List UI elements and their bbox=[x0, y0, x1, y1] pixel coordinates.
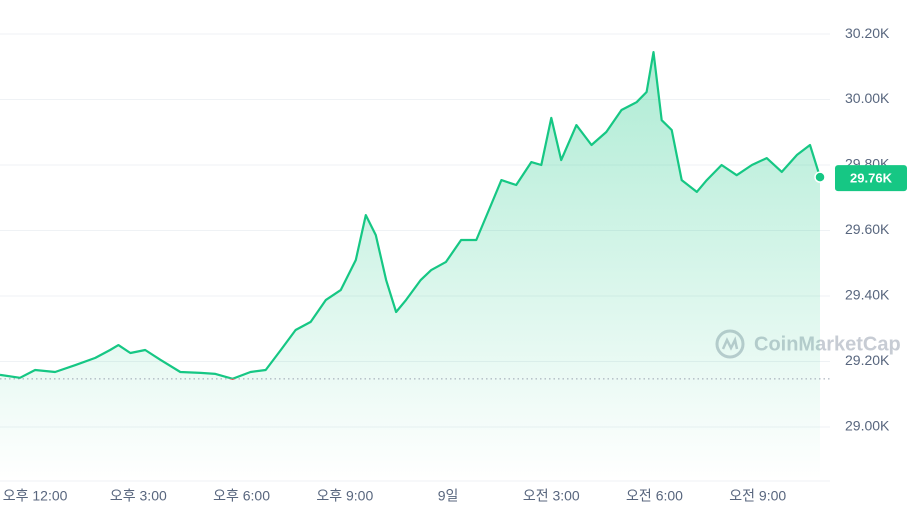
x-tick-label: 오후 9:00 bbox=[316, 488, 373, 504]
x-tick-label: 오후 12:00 bbox=[3, 488, 68, 504]
x-tick-label: 오후 3:00 bbox=[110, 488, 167, 504]
x-tick-label: 오전 9:00 bbox=[729, 488, 786, 504]
x-tick-label: 9일 bbox=[438, 488, 459, 504]
area bbox=[0, 52, 821, 480]
x-tick-label: 오후 6:00 bbox=[213, 488, 270, 504]
y-tick-label: 30.20K bbox=[845, 25, 890, 41]
x-tick-label: 오전 3:00 bbox=[523, 488, 580, 504]
x-tick-label: 오전 6:00 bbox=[626, 488, 683, 504]
y-tick-label: 29.20K bbox=[845, 352, 890, 368]
y-tick-label: 29.60K bbox=[845, 221, 890, 237]
price-line bbox=[0, 51, 822, 379]
price-badge-label: 29.76K bbox=[850, 171, 893, 186]
y-tick-label: 30.00K bbox=[845, 90, 890, 106]
price-badge bbox=[835, 165, 907, 192]
y-tick-label: 29.40K bbox=[845, 287, 890, 303]
y-tick-label: 29.00K bbox=[845, 418, 890, 434]
last-point bbox=[814, 171, 826, 183]
